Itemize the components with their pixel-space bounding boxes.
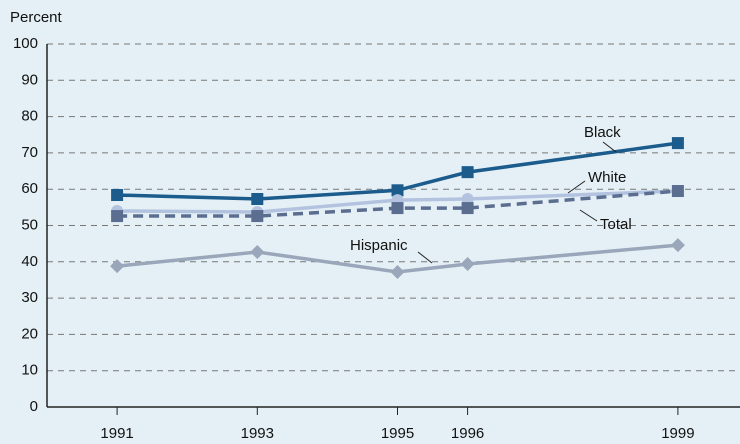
y-tick-label: 40: [21, 253, 38, 270]
y-tick-label: 20: [21, 325, 38, 342]
x-tick-label: 1999: [661, 425, 694, 442]
marker: [461, 166, 474, 179]
x-tick-label: 1995: [381, 425, 414, 442]
marker: [461, 193, 474, 206]
y-tick-label: 30: [21, 289, 38, 306]
y-axis-label: Percent: [10, 9, 63, 26]
marker: [460, 256, 475, 271]
y-tick-label: 0: [30, 398, 38, 415]
series-label: Black: [584, 124, 621, 141]
marker: [111, 210, 124, 223]
x-tick-label: 1996: [451, 425, 484, 442]
marker: [111, 189, 124, 202]
y-tick-label: 50: [21, 216, 38, 233]
series-label: White: [588, 169, 626, 186]
y-tick-label: 90: [21, 71, 38, 88]
y-tick-label: 10: [21, 362, 38, 379]
marker: [671, 137, 684, 150]
series-label: Hispanic: [350, 237, 408, 254]
marker: [110, 259, 125, 274]
x-tick-label: 1993: [241, 425, 274, 442]
marker: [461, 202, 474, 215]
y-tick-label: 60: [21, 180, 38, 197]
marker: [250, 244, 265, 259]
marker: [670, 238, 685, 253]
series-label: Total: [600, 216, 632, 233]
y-tick-label: 100: [13, 35, 38, 52]
leader-line: [417, 251, 433, 264]
leader-line: [567, 180, 586, 194]
marker: [251, 210, 264, 223]
marker: [390, 264, 405, 279]
leader-line: [602, 141, 617, 153]
marker: [391, 184, 404, 197]
x-tick-label: 1991: [100, 425, 133, 442]
marker: [671, 185, 684, 198]
leader-line: [579, 209, 598, 222]
marker: [251, 193, 264, 206]
y-tick-label: 70: [21, 144, 38, 161]
y-tick-label: 80: [21, 108, 38, 125]
marker: [391, 202, 404, 215]
